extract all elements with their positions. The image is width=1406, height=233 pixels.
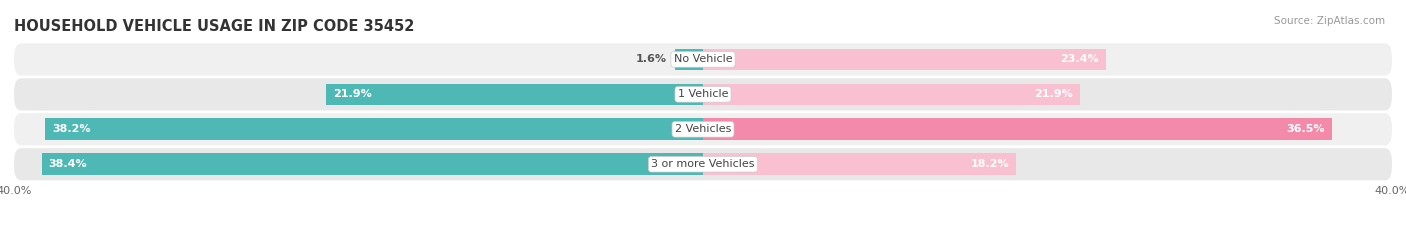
Text: 36.5%: 36.5% xyxy=(1286,124,1324,134)
Text: 3 or more Vehicles: 3 or more Vehicles xyxy=(651,159,755,169)
Text: 21.9%: 21.9% xyxy=(333,89,371,99)
Bar xyxy=(42,154,703,175)
Bar xyxy=(703,118,1331,140)
Text: 21.9%: 21.9% xyxy=(1035,89,1073,99)
Text: HOUSEHOLD VEHICLE USAGE IN ZIP CODE 35452: HOUSEHOLD VEHICLE USAGE IN ZIP CODE 3545… xyxy=(14,19,415,34)
Bar xyxy=(703,84,1080,105)
FancyBboxPatch shape xyxy=(14,148,1392,180)
Text: 1 Vehicle: 1 Vehicle xyxy=(678,89,728,99)
Bar xyxy=(45,118,703,140)
FancyBboxPatch shape xyxy=(14,43,1392,75)
Text: 38.2%: 38.2% xyxy=(52,124,90,134)
Bar xyxy=(326,84,703,105)
Bar xyxy=(703,49,1107,70)
Text: 18.2%: 18.2% xyxy=(972,159,1010,169)
Text: 38.4%: 38.4% xyxy=(48,159,87,169)
Bar xyxy=(675,49,703,70)
Text: 2 Vehicles: 2 Vehicles xyxy=(675,124,731,134)
Text: Source: ZipAtlas.com: Source: ZipAtlas.com xyxy=(1274,16,1385,26)
Bar xyxy=(703,154,1017,175)
FancyBboxPatch shape xyxy=(14,78,1392,110)
Text: 1.6%: 1.6% xyxy=(636,55,666,64)
FancyBboxPatch shape xyxy=(14,113,1392,145)
Text: No Vehicle: No Vehicle xyxy=(673,55,733,64)
Text: 23.4%: 23.4% xyxy=(1060,55,1099,64)
